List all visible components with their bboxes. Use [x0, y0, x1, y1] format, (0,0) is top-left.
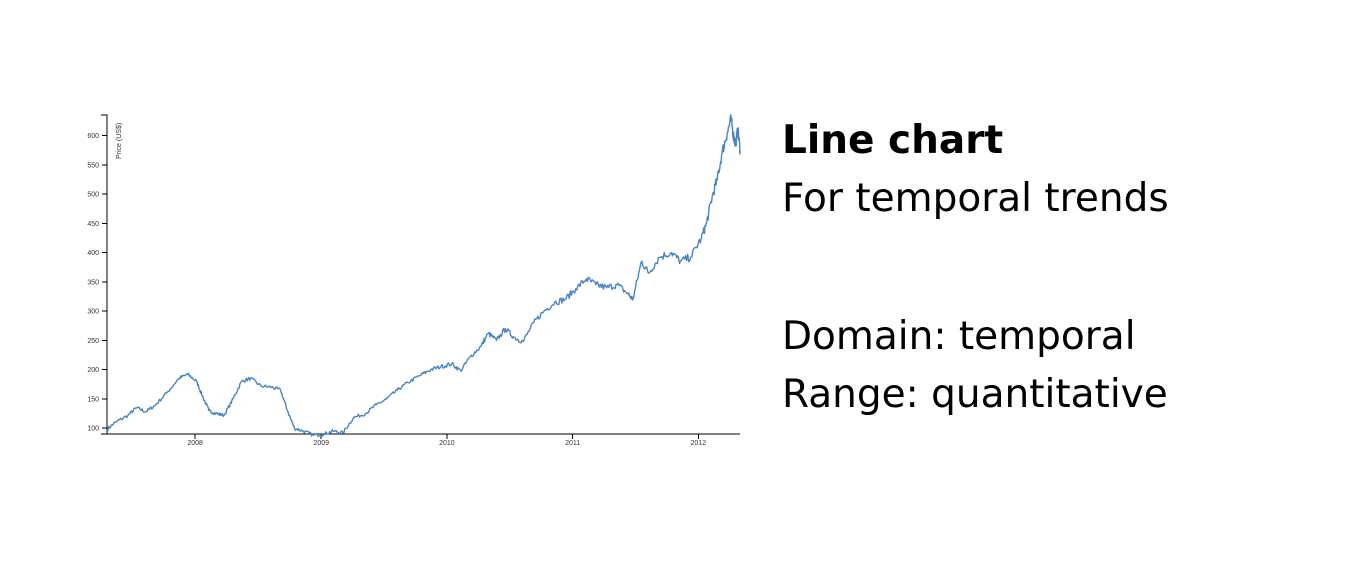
- spacer: [782, 228, 1169, 308]
- y-tick-label: 150: [87, 396, 99, 403]
- series-points: [107, 119, 740, 435]
- x-tick-label: 2008: [187, 440, 203, 447]
- chart-purpose: For temporal trends: [782, 176, 1169, 221]
- chart-type-title: Line chart: [782, 118, 1004, 163]
- domain-description: Domain: temporal: [782, 314, 1136, 359]
- x-tick-label: 2012: [691, 440, 707, 447]
- y-tick-label: 200: [87, 367, 99, 374]
- y-axis-line: [101, 114, 108, 435]
- y-tick-label: 400: [87, 250, 99, 257]
- y-tick-label: 600: [87, 133, 99, 140]
- price-series-line: [106, 114, 741, 437]
- y-tick-label: 100: [87, 426, 99, 433]
- x-tick-label: 2009: [313, 440, 329, 447]
- y-tick-label: 350: [87, 279, 99, 286]
- chart-description: Line chart For temporal trends Domain: t…: [782, 112, 1169, 424]
- y-axis-label: Price (US$): [116, 123, 123, 159]
- y-tick-label: 550: [87, 162, 99, 169]
- y-tick-label: 250: [87, 338, 99, 345]
- x-tick-label: 2011: [565, 440, 580, 447]
- x-axis: 2008 2009 2010 2011 2012: [107, 433, 740, 447]
- y-tick-label: 450: [87, 221, 99, 228]
- range-description: Range: quantitative: [782, 372, 1168, 417]
- y-axis: 100 150 200 250 300 350 400 450 500 550 600: [87, 114, 108, 435]
- x-tick-label: 2010: [439, 440, 455, 447]
- y-tick-label: 500: [87, 192, 99, 199]
- y-tick-label: 300: [87, 309, 99, 316]
